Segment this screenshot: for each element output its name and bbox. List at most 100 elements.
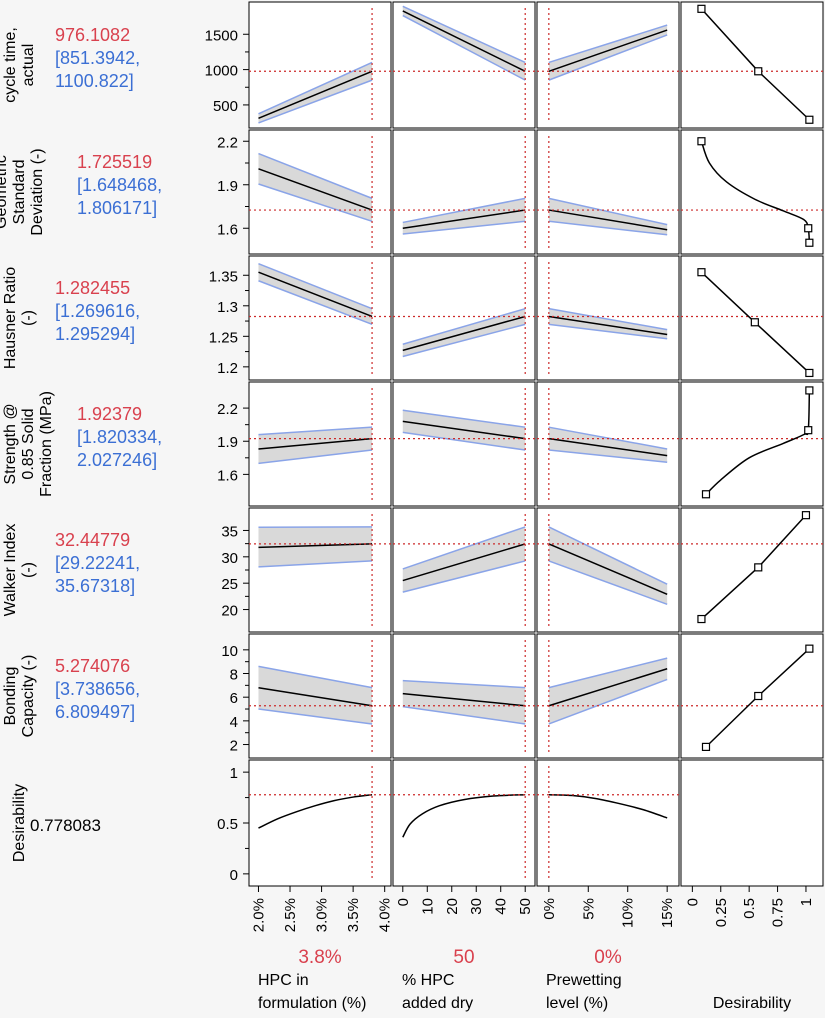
x-tick-label: 4.0%	[377, 898, 394, 932]
y-tick-label: 1.25	[209, 329, 238, 346]
response-ci: 1.295294]	[55, 324, 135, 344]
x-tick-label: 50	[517, 898, 534, 915]
response-ci: [1.820334,	[77, 427, 162, 447]
plot-cell	[681, 634, 823, 758]
response-label: Fraction (MPa)	[38, 391, 55, 497]
x-tick-label: 3.5%	[345, 898, 362, 932]
desirability-handle	[698, 616, 705, 623]
factor-current-value: 0%	[594, 947, 622, 968]
y-tick-label: 1.2	[217, 360, 238, 377]
y-tick-label: 1500	[205, 27, 238, 44]
response-label: Walker Index	[2, 524, 19, 617]
x-tick-label: 15%	[659, 898, 676, 928]
response-ci: 35.67318]	[55, 576, 135, 596]
y-tick-label: 6	[230, 690, 238, 707]
factor-name: Prewetting	[546, 972, 622, 989]
y-tick-label: 20	[221, 603, 238, 620]
x-tick-label: 0	[395, 898, 412, 906]
x-tick-label: 2.5%	[282, 898, 299, 932]
factor-name: formulation (%)	[258, 995, 366, 1012]
plot-cell	[393, 760, 535, 886]
desirability-handle	[698, 138, 705, 145]
x-tick-label: 0.25	[713, 898, 730, 927]
response-value: 5.274076	[55, 656, 130, 676]
y-tick-label: 2.2	[217, 134, 238, 151]
y-tick-label: 35	[221, 523, 238, 540]
y-tick-label: 10	[221, 643, 238, 660]
desirability-handle	[806, 116, 813, 123]
desirability-handle	[806, 369, 813, 376]
x-tick-label: 5%	[580, 898, 597, 920]
response-label: Desirability	[11, 784, 28, 862]
plot-cell	[681, 130, 823, 254]
response-label: Capacity (-)	[20, 655, 37, 738]
desirability-handle	[806, 645, 813, 652]
response-label: Strength @	[2, 403, 19, 484]
desirability-axis-label: Desirability	[713, 995, 791, 1012]
x-tick-label: 10	[419, 898, 436, 915]
desirability-handle	[755, 68, 762, 75]
x-tick-label: 0.5	[741, 898, 758, 919]
y-tick-label: 0	[230, 867, 238, 884]
desirability-handle	[806, 387, 813, 394]
response-label: actual	[20, 44, 37, 87]
x-tick-label: 0.75	[770, 898, 787, 927]
factor-name: level (%)	[546, 995, 608, 1012]
x-tick-label: 20	[444, 898, 461, 915]
desirability-handle	[805, 427, 812, 434]
x-tick-label: 10%	[620, 898, 637, 928]
y-tick-label: 1.9	[217, 434, 238, 451]
factor-current-value: 50	[453, 947, 474, 968]
y-tick-label: 25	[221, 576, 238, 593]
plot-cell	[537, 760, 679, 886]
factor-name: HPC in	[258, 972, 309, 989]
desirability-handle	[805, 225, 812, 232]
response-ci: 1.806171]	[77, 198, 157, 218]
response-value: 1.282455	[55, 278, 130, 298]
desirability-handle	[755, 564, 762, 571]
factor-current-value: 3.8%	[298, 947, 341, 968]
desirability-handle	[751, 319, 758, 326]
y-tick-label: 4	[230, 714, 238, 731]
desirability-handle	[698, 269, 705, 276]
plot-cell	[537, 130, 679, 254]
x-tick-label: 0%	[541, 898, 558, 920]
response-label: Hausner Ratio	[2, 267, 19, 369]
response-label: Standard	[11, 160, 28, 225]
response-value: 1.92379	[77, 404, 142, 424]
response-ci: [3.738656,	[55, 679, 140, 699]
desirability-value: 0.778083	[30, 816, 101, 835]
x-tick-label: 30	[468, 898, 485, 915]
x-tick-label: 3.0%	[314, 898, 331, 932]
plot-cell	[681, 508, 823, 632]
desirability-handle	[806, 239, 813, 246]
x-tick-label: 2.0%	[250, 898, 267, 932]
plot-cell	[681, 382, 823, 506]
response-label: cycle time,	[2, 27, 19, 103]
response-ci: [1.648468,	[77, 175, 162, 195]
response-label: (-)	[20, 310, 37, 326]
factor-name: % HPC	[402, 972, 454, 989]
desirability-handle	[755, 693, 762, 700]
y-tick-label: 8	[230, 667, 238, 684]
response-value: 976.1082	[55, 25, 130, 45]
x-tick-label: 40	[493, 898, 510, 915]
response-value: 1.725519	[77, 152, 152, 172]
y-tick-label: 1	[230, 765, 238, 782]
response-value: 32.44779	[55, 530, 130, 550]
desirability-handle	[702, 743, 709, 750]
y-tick-label: 2	[230, 738, 238, 755]
y-tick-label: 2.2	[217, 401, 238, 418]
response-label: Deviation (-)	[29, 148, 46, 235]
y-tick-label: 500	[213, 98, 238, 115]
plot-cell	[393, 130, 535, 254]
response-ci: [851.3942,	[55, 48, 140, 68]
plot-cell	[681, 760, 823, 886]
response-ci: 6.809497]	[55, 702, 135, 722]
desirability-handle	[702, 491, 709, 498]
x-tick-label: 1	[798, 898, 815, 906]
y-tick-label: 1.3	[217, 299, 238, 316]
y-tick-label: 1.35	[209, 268, 238, 285]
